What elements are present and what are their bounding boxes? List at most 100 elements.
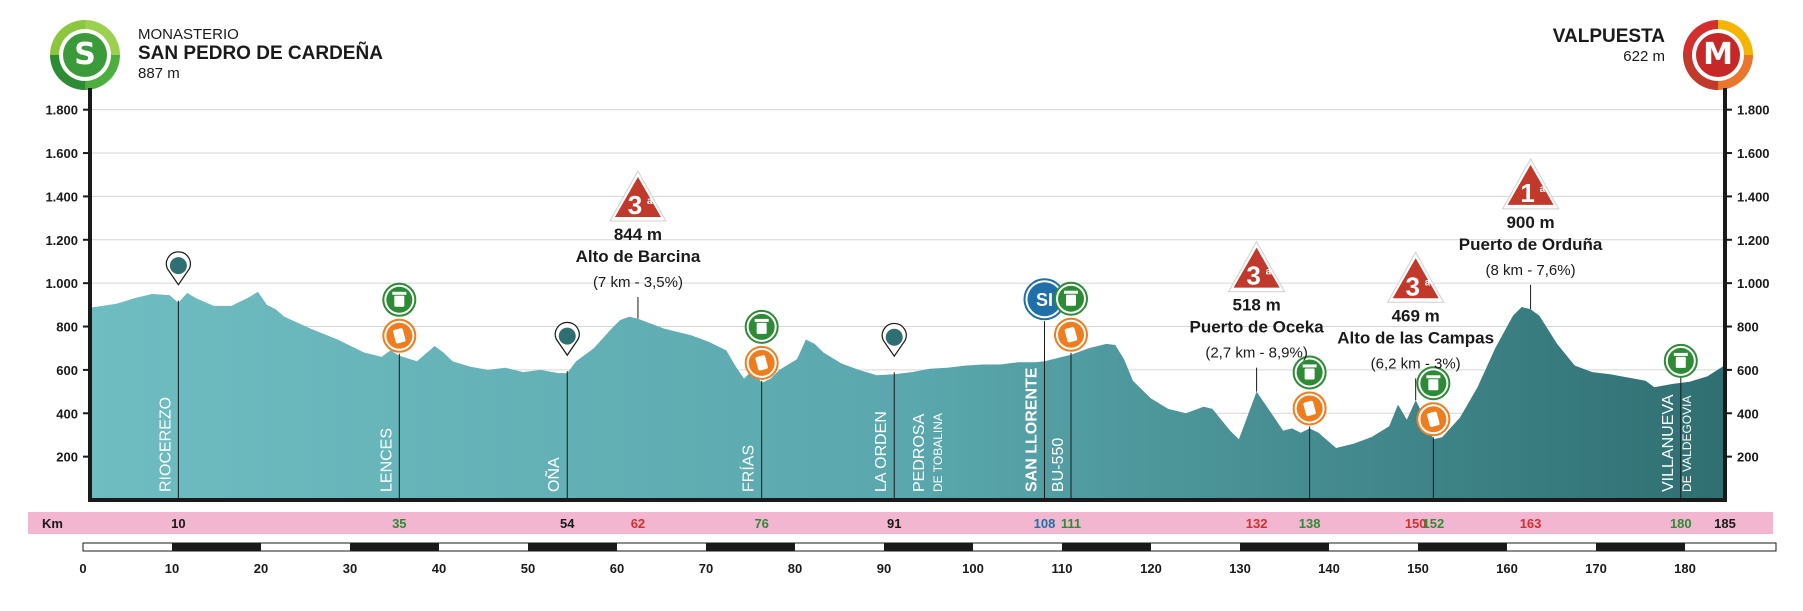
feed-bag-shape: [1303, 400, 1316, 417]
y-tick-label-left: 200: [56, 450, 78, 465]
distance-scale-segment: [706, 543, 795, 551]
distance-scale-segment: [1596, 543, 1685, 551]
distance-tick-label: 50: [521, 561, 535, 576]
start-line2: SAN PEDRO DE CARDEÑA: [138, 43, 383, 65]
locality-name: BU-550: [1050, 438, 1067, 492]
distance-tick-label: 120: [1140, 561, 1162, 576]
waste-bin-body: [1304, 368, 1315, 380]
start-elevation: 887 m: [138, 65, 180, 83]
climb-altitude: 844 m: [614, 225, 662, 244]
locality-label-group: FRÍAS: [739, 445, 758, 492]
distance-tick-label: 110: [1052, 561, 1073, 576]
climb-altitude: 469 m: [1392, 306, 1440, 325]
climb-detail: (8 km - 7,6%): [1486, 262, 1576, 279]
locality-name: FRÍAS: [739, 445, 758, 492]
distance-tick-label: 170: [1585, 561, 1607, 576]
y-tick-label-left: 1.600: [45, 146, 78, 161]
y-tick-label-left: 400: [56, 406, 78, 421]
km-mark: 180: [1670, 516, 1692, 531]
waste-bin-body: [1066, 294, 1076, 306]
finish-elevation: 622 m: [1623, 47, 1665, 65]
locality-name: PEDROSA: [911, 413, 928, 492]
waste-bin-body: [1428, 379, 1439, 391]
y-tick-label-right: 1.600: [1737, 146, 1770, 161]
waste-bin-lid: [1426, 375, 1441, 379]
climb-category-number: 3: [1405, 271, 1419, 301]
km-mark: 163: [1520, 516, 1542, 531]
climb-category-icon: [1507, 164, 1554, 205]
locality-name: VILLANUEVA: [1660, 394, 1677, 492]
locality-label-group: SAN LLORENTE: [1023, 367, 1040, 492]
climb-name: Alto de las Campas: [1337, 328, 1494, 347]
y-tick-label-right: 600: [1737, 363, 1759, 378]
y-tick-label-left: 1.800: [45, 103, 78, 118]
locality-name: LA ORDEN: [873, 411, 890, 492]
start-header: MONASTERIO SAN PEDRO DE CARDEÑA 887 m: [138, 26, 383, 82]
locality-name: RIOCEREZO: [157, 397, 174, 492]
distance-tick-label: 130: [1229, 561, 1251, 576]
distance-scale-segment: [350, 543, 439, 551]
y-tick-label-right: 400: [1737, 406, 1759, 421]
location-pin-dot: [885, 328, 903, 346]
distance-tick-label: 140: [1318, 561, 1340, 576]
distance-scale-segment: [1418, 543, 1507, 551]
feed-bag-shape: [755, 355, 768, 371]
distance-tick-label: 30: [343, 561, 357, 576]
y-tick-label-left: 1.400: [45, 189, 78, 204]
climb-category-number: 3: [1246, 261, 1260, 291]
waste-bin-lid: [1673, 352, 1688, 356]
km-mark: 150: [1405, 516, 1427, 531]
climb-name: Puerto de Oceka: [1190, 318, 1325, 337]
km-mark: 132: [1246, 516, 1268, 531]
start-badge-icon: S: [50, 20, 120, 90]
climb-category-number: 3: [628, 190, 642, 220]
distance-tick-label: 0: [79, 561, 86, 576]
km-mark: 62: [631, 516, 645, 531]
climb-category-number: 1: [1520, 178, 1534, 208]
waste-bin-lid: [1064, 290, 1078, 294]
locality-subname: DE VALDEGOVIA: [1680, 396, 1694, 492]
locality-label-group: VILLANUEVA DE VALDEGOVIA: [1660, 394, 1694, 492]
distance-scale-segment: [172, 543, 261, 551]
km-mark: 138: [1299, 516, 1321, 531]
climb-name: Puerto de Orduña: [1459, 235, 1603, 254]
finish-badge-letter: M: [1696, 33, 1740, 77]
start-badge-letter: S: [63, 33, 107, 77]
start-line1: MONASTERIO: [138, 26, 239, 43]
locality-label-group: OÑA: [543, 457, 563, 492]
locality-label-group: BU-550: [1050, 438, 1067, 492]
climb-category-suffix: a: [1266, 267, 1272, 278]
waste-bin-body: [394, 295, 405, 307]
finish-line1: VALPUESTA: [1552, 26, 1665, 47]
y-tick-label-left: 600: [56, 363, 78, 378]
km-bar-label: Km: [42, 516, 63, 531]
waste-bin-lid: [392, 291, 407, 295]
distance-scale-segment: [884, 543, 973, 551]
finish-badge-icon: M: [1683, 20, 1753, 90]
climb-detail: (7 km - 3,5%): [593, 274, 683, 291]
locality-label-group: RIOCEREZO: [157, 397, 174, 492]
km-mark: 76: [754, 516, 768, 531]
km-mark: 10: [171, 516, 185, 531]
climb-category-suffix: a: [647, 196, 653, 207]
elevation-profile: [90, 291, 1725, 500]
climb-altitude: 518 m: [1232, 296, 1280, 315]
distance-tick-label: 70: [699, 561, 713, 576]
y-tick-label-left: 1.200: [45, 233, 78, 248]
climb-category-suffix: a: [1425, 277, 1431, 288]
climb-category-icon: [1233, 247, 1280, 288]
feed-bag-shape: [393, 328, 406, 344]
distance-tick-label: 20: [254, 561, 268, 576]
climb-altitude: 900 m: [1506, 213, 1554, 232]
climb-name: Alto de Barcina: [576, 247, 701, 266]
feed-bag-shape: [1427, 411, 1440, 427]
km-mark: 152: [1422, 516, 1444, 531]
km-mark: 108: [1034, 516, 1056, 531]
climb-category-icon: [1392, 258, 1439, 299]
distance-tick-label: 90: [877, 561, 891, 576]
intermediate-sprint-label: SI: [1036, 290, 1053, 310]
location-pin-dot: [558, 327, 576, 345]
climb-category-suffix: a: [1540, 184, 1546, 195]
distance-scale-segment: [528, 543, 617, 551]
